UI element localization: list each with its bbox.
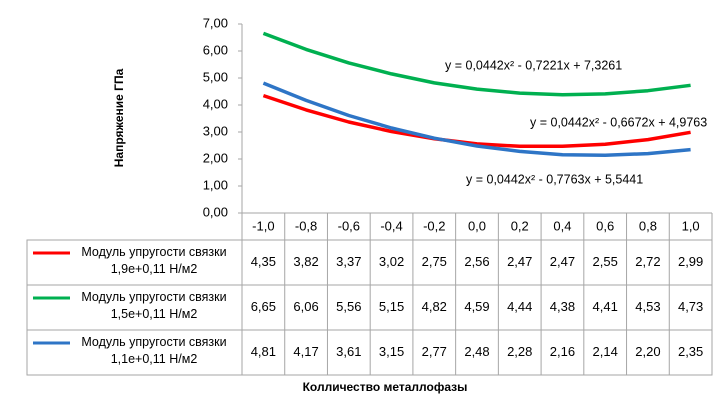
- table-value: 3,15: [379, 344, 404, 359]
- y-tick-label: 2,00: [203, 150, 228, 165]
- x-tick-label: 0,0: [468, 218, 486, 233]
- table-value: 4,41: [593, 299, 618, 314]
- table-value: 4,81: [251, 344, 276, 359]
- table-value: 2,72: [635, 254, 660, 269]
- x-tick-label: -0,6: [338, 218, 360, 233]
- x-tick-label: -0,4: [380, 218, 402, 233]
- x-tick-label: -1,0: [252, 218, 274, 233]
- y-axis-label: Напряжение ГПа: [112, 68, 126, 167]
- y-tick-label: 6,00: [203, 42, 228, 57]
- legend-label-box: Модуль упругости связки 1,5е+0,11 Н/м2: [81, 290, 227, 321]
- table-value: 2,20: [635, 344, 660, 359]
- table-value: 3,82: [293, 254, 318, 269]
- x-tick-label: 0,6: [596, 218, 614, 233]
- series-line: [262, 81, 691, 157]
- table-value: 4,38: [550, 299, 575, 314]
- table-value: 4,73: [678, 299, 703, 314]
- table-value: 5,56: [336, 299, 361, 314]
- table-value: 4,53: [635, 299, 660, 314]
- table-value: 2,55: [593, 254, 618, 269]
- trendline-equation: y = 0,0442x² - 0,7763x + 5,5441: [466, 172, 643, 186]
- table-value: 4,17: [293, 344, 318, 359]
- table-value: 2,99: [678, 254, 703, 269]
- table-value: 2,14: [593, 344, 618, 359]
- legend-label: Модуль упругости связки 1,5е+0,11 Н/м2: [81, 290, 227, 321]
- table-value: 2,47: [550, 254, 575, 269]
- legend-label: Модуль упругости связки 1,1е+0,11 Н/м2: [81, 335, 227, 366]
- table-value: 4,82: [422, 299, 447, 314]
- table-value: 2,75: [422, 254, 447, 269]
- legend-label: Модуль упругости связки 1,9е+0,11 Н/м2: [81, 245, 227, 276]
- trendline-equation: y = 0,0442x² - 0,6672x + 4,9763: [530, 115, 707, 129]
- legend-label-box: Модуль упругости связки 1,1е+0,11 Н/м2: [81, 335, 227, 366]
- y-tick-label: 4,00: [203, 96, 228, 111]
- x-tick-label: 0,4: [553, 218, 571, 233]
- y-tick-label: 5,00: [203, 69, 228, 84]
- x-tick-label: 0,2: [511, 218, 529, 233]
- y-tick-label: 1,00: [203, 177, 228, 192]
- table-value: 2,77: [422, 344, 447, 359]
- y-tick-label: 0,00: [203, 204, 228, 219]
- table-value: 2,35: [678, 344, 703, 359]
- table-value: 3,37: [336, 254, 361, 269]
- y-tick-label: 3,00: [203, 123, 228, 138]
- table-value: 6,06: [293, 299, 318, 314]
- table-value: 4,44: [507, 299, 532, 314]
- x-tick-label: -0,2: [423, 218, 445, 233]
- series-line: [262, 93, 691, 149]
- x-tick-label: -0,8: [295, 218, 317, 233]
- y-tick-label: 7,00: [203, 15, 228, 30]
- series-line: [262, 31, 691, 97]
- table-row: [26, 329, 713, 376]
- table-value: 2,48: [464, 344, 489, 359]
- x-axis-label: Колличество металлофазы: [303, 380, 468, 394]
- legend-label-box: Модуль упругости связки 1,9е+0,11 Н/м2: [81, 245, 227, 276]
- table-value: 5,15: [379, 299, 404, 314]
- table-value: 2,16: [550, 344, 575, 359]
- x-tick-label: 1,0: [682, 218, 700, 233]
- table-value: 6,65: [251, 299, 276, 314]
- table-value: 4,59: [464, 299, 489, 314]
- table-value: 3,61: [336, 344, 361, 359]
- table-value: 2,28: [507, 344, 532, 359]
- table-value: 3,02: [379, 254, 404, 269]
- trendline-equation: y = 0,0442x² - 0,7221x + 7,3261: [445, 58, 622, 72]
- table-value: 2,56: [464, 254, 489, 269]
- table-value: 2,47: [507, 254, 532, 269]
- x-tick-label: 0,8: [639, 218, 657, 233]
- table-value: 4,35: [251, 254, 276, 269]
